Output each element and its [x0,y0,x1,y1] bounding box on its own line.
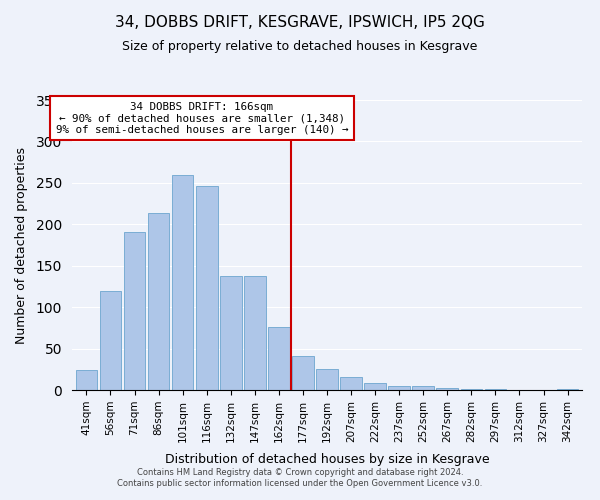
Text: Size of property relative to detached houses in Kesgrave: Size of property relative to detached ho… [122,40,478,53]
Bar [388,386,410,390]
Text: Contains HM Land Registry data © Crown copyright and database right 2024.
Contai: Contains HM Land Registry data © Crown c… [118,468,482,487]
Bar [292,356,314,390]
Bar [557,389,578,390]
Bar [220,276,242,390]
Bar [461,389,482,390]
Bar [268,327,290,390]
X-axis label: Distribution of detached houses by size in Kesgrave: Distribution of detached houses by size … [164,453,490,466]
Bar [172,174,193,390]
Bar [148,212,169,390]
Bar [316,370,338,390]
Bar [364,384,386,390]
Bar [340,376,362,390]
Bar [124,232,145,390]
Bar [485,389,506,390]
Bar [244,276,266,390]
Y-axis label: Number of detached properties: Number of detached properties [14,146,28,344]
Bar [196,186,218,390]
Text: 34, DOBBS DRIFT, KESGRAVE, IPSWICH, IP5 2QG: 34, DOBBS DRIFT, KESGRAVE, IPSWICH, IP5 … [115,15,485,30]
Bar [76,370,97,390]
Bar [436,388,458,390]
Bar [100,290,121,390]
Bar [412,386,434,390]
Text: 34 DOBBS DRIFT: 166sqm
← 90% of detached houses are smaller (1,348)
9% of semi-d: 34 DOBBS DRIFT: 166sqm ← 90% of detached… [56,102,348,135]
